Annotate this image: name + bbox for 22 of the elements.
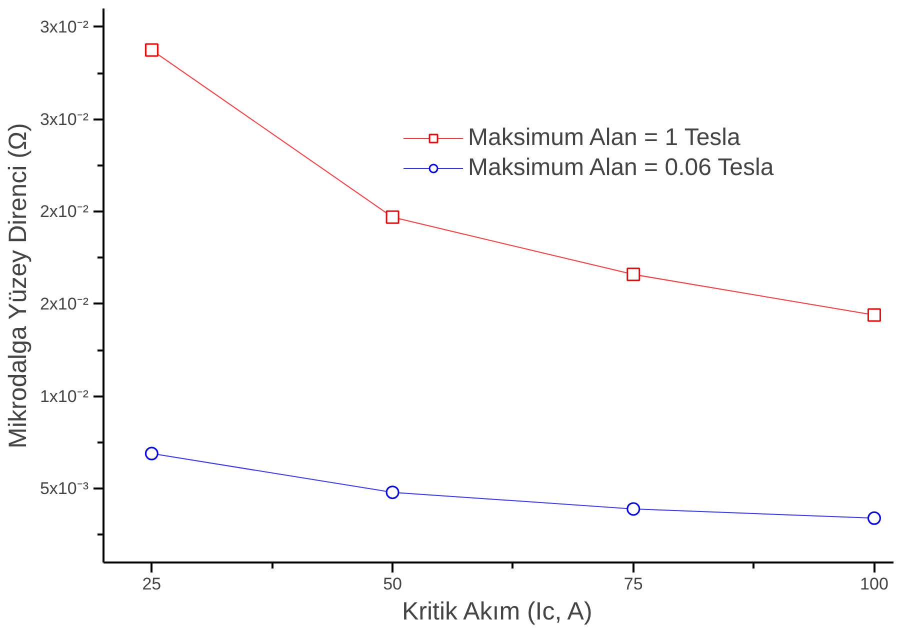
y-tick-label: 2x10⁻² [40, 294, 89, 314]
y-axis-title: Mikrodalga Yüzey Direnci (Ω) [4, 123, 32, 448]
point [386, 210, 400, 224]
point [386, 486, 400, 500]
legend-label: Maksimum Alan = 0.06 Tesla [468, 154, 774, 182]
x-axis-title: Kritik Akım (Ic, A) [402, 598, 592, 626]
x-tick-label: 50 [383, 574, 402, 594]
x-tick-label: 25 [142, 574, 162, 594]
point [626, 268, 640, 282]
y-tick-label: 3x10⁻² [40, 110, 89, 129]
point [626, 502, 640, 516]
legend-label: Maksimum Alan = 1 Tesla [468, 124, 740, 152]
point [867, 511, 881, 525]
x-tick-label: 75 [624, 574, 643, 594]
x-tick-label: 100 [860, 574, 888, 594]
point [144, 43, 158, 57]
point [867, 308, 881, 322]
point [144, 446, 158, 460]
y-tick-label: 3x10⁻² [40, 17, 89, 36]
y-tick-label: 1x10⁻² [40, 386, 89, 406]
y-tick-label: 5x10⁻³ [40, 479, 89, 498]
y-tick-label: 2x10⁻² [40, 202, 89, 222]
